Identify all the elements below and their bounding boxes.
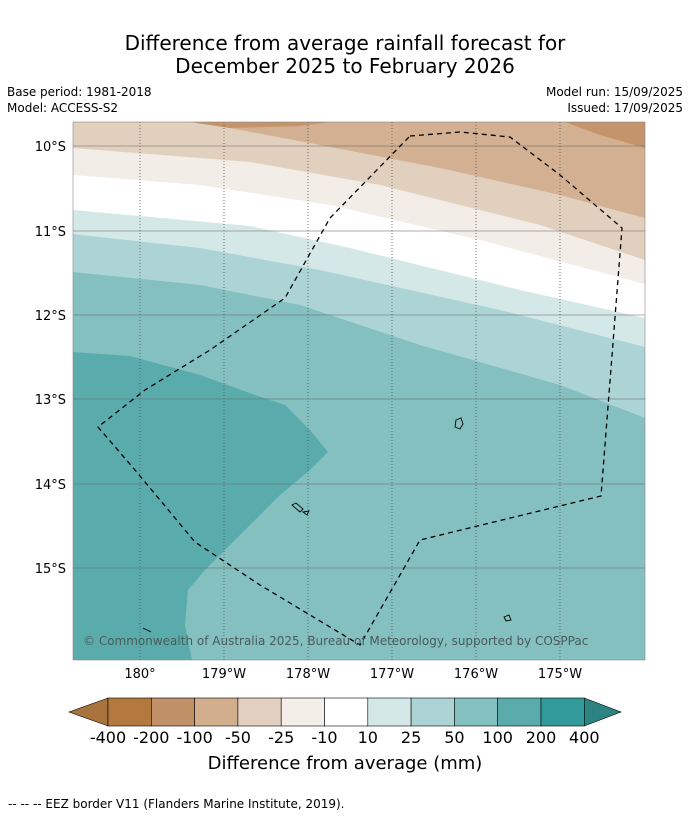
colorbar-tick-label: -50	[224, 728, 251, 747]
colorbar-swatch	[107, 697, 152, 727]
model-run-text: Model run: 15/09/2025	[545, 85, 683, 99]
model-text: Model: ACCESS-S2	[7, 101, 119, 115]
colorbar-swatch	[324, 697, 369, 727]
island-shape	[503, 614, 512, 622]
issued-text: Issued: 17/09/2025	[567, 101, 683, 115]
lat-axis: 10°S 11°S 12°S 13°S 14°S 15°S	[35, 140, 66, 577]
colorbar-tick-label: 200	[525, 728, 557, 747]
colorbar-tick-label: 50	[444, 728, 465, 747]
map-contours	[73, 122, 645, 660]
colorbar-tick-label: 10	[357, 728, 378, 747]
lon-label: 180°	[124, 667, 155, 682]
lon-label: 177°W	[370, 667, 414, 682]
base-period-text: Base period: 1981-2018	[7, 85, 152, 99]
lon-axis: 180° 179°W 178°W 177°W 176°W 175°W	[124, 667, 582, 682]
colorbar-swatch	[497, 697, 542, 727]
zone-brown-dark	[565, 122, 645, 148]
colorbar-tick-label: -10	[311, 728, 338, 747]
colorbar-swatch	[367, 697, 412, 727]
map-frame	[72, 121, 646, 661]
colorbar-extend-high	[584, 697, 622, 727]
colorbar-swatch	[151, 697, 195, 727]
island-shape	[291, 502, 304, 513]
lon-label: 175°W	[538, 667, 582, 682]
lat-label: 10°S	[35, 140, 66, 155]
island-shape	[301, 510, 310, 516]
rainfall-map: 10°S11°S12°S13°S14°S15°S 180° 179°W 178°W 1…	[35, 121, 646, 682]
colorbar-extend-low	[68, 697, 109, 727]
colorbar-swatch	[454, 697, 498, 727]
eez-border	[97, 131, 623, 646]
lon-label: 178°W	[286, 667, 330, 682]
colorbar-tick-label: 400	[569, 728, 600, 747]
lat-label: 11°S	[35, 225, 66, 240]
lat-gridlines	[73, 145, 645, 569]
colorbar-title: Difference from average (mm)	[207, 753, 483, 774]
lat-label: 13°S	[35, 393, 66, 408]
colorbar-tick-label: -200	[133, 728, 170, 747]
copyright-text: © Commonwealth of Australia 2025, Bureau…	[83, 634, 588, 648]
colorbar-swatch	[194, 697, 239, 727]
eez-footnote: -- -- -- EEZ border V11 (Flanders Marine…	[8, 797, 345, 811]
colorbar-swatch	[410, 697, 455, 727]
lat-label: 15°S	[35, 562, 66, 577]
colorbar-tick-label: -400	[89, 728, 127, 747]
island-outlines	[142, 417, 512, 633]
lat-label: 12°S	[35, 309, 66, 324]
colorbar-swatches	[68, 697, 622, 727]
lat-label: 14°S	[35, 478, 66, 493]
island-shape	[454, 417, 464, 430]
map-title-line2: December 2025 to February 2026	[175, 54, 515, 78]
colorbar-tick-label: 100	[482, 728, 513, 747]
lon-label: 176°W	[454, 667, 498, 682]
colorbar-tick-label: -100	[176, 728, 213, 747]
colorbar-swatch	[237, 697, 282, 727]
colorbar-tick-label: -25	[268, 728, 295, 747]
lon-label: 179°W	[202, 667, 246, 682]
map-title-line1: Difference from average rainfall forecas…	[124, 31, 566, 55]
colorbar-tick-label: 25	[400, 728, 422, 747]
colorbar-swatch	[280, 697, 325, 727]
island-shape	[142, 627, 152, 633]
zone-teal-dark	[73, 352, 328, 660]
zone-brown-dark-top	[190, 122, 330, 128]
colorbar	[0, 690, 690, 730]
colorbar-swatch	[540, 697, 585, 727]
